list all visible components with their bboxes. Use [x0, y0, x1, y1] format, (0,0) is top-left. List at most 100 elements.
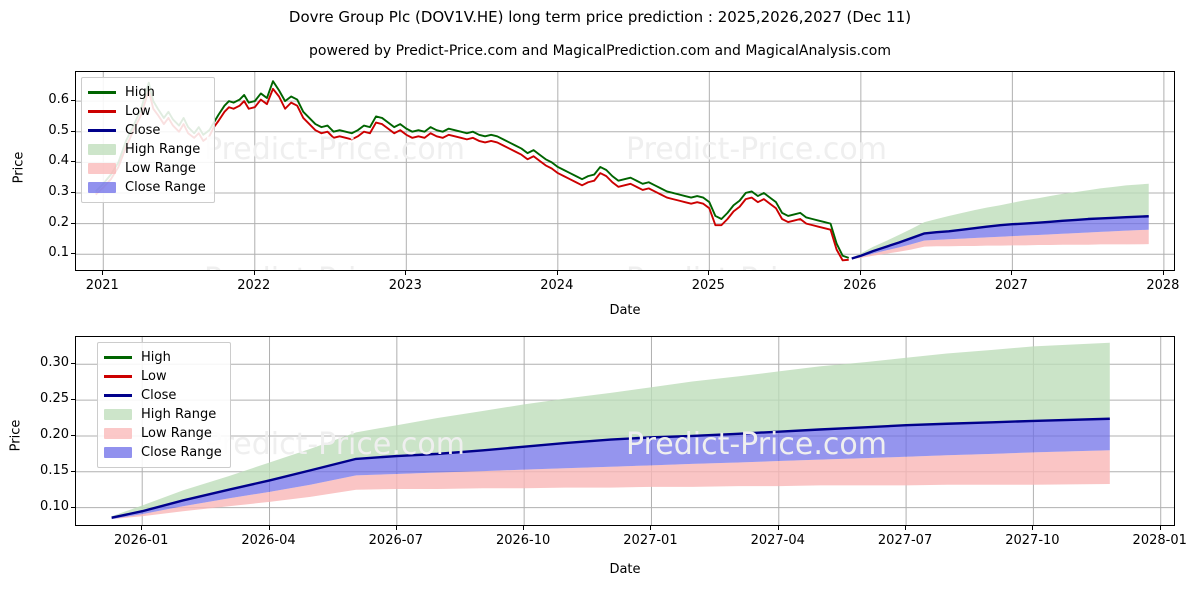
x-tick-label: 2023 [388, 278, 422, 293]
x-tick-mark [905, 526, 907, 530]
y-tick-label: 0.25 [40, 391, 69, 407]
y-tick-mark [71, 100, 75, 102]
legend-swatch-icon [88, 91, 116, 94]
forecast-plot-area: Predict-Price.com Predict-Price.com [75, 336, 1175, 526]
legend-item-label: Close Range [141, 445, 222, 460]
x-tick-mark [395, 526, 397, 530]
x-tick-mark [859, 271, 861, 275]
legend-item[interactable]: Close [88, 121, 206, 140]
x-tick-label: 2027-10 [1005, 533, 1060, 548]
legend-item[interactable]: Close Range [104, 443, 222, 462]
x-tick-mark [1159, 526, 1161, 530]
x-tick-label: 2027-07 [877, 533, 933, 548]
y-tick-mark [71, 470, 75, 472]
y-tick-label: 0.3 [48, 183, 69, 199]
x-tick-mark [1162, 271, 1164, 275]
y-tick-label: 0.2 [48, 214, 69, 230]
legend-item-label: High Range [125, 142, 201, 157]
legend-item[interactable]: Close Range [88, 178, 206, 197]
overview-x-axis-label: Date [609, 303, 641, 318]
x-tick-label: 2021 [85, 278, 119, 293]
x-tick-mark [102, 271, 104, 275]
legend-swatch-icon [104, 447, 132, 458]
legend-item[interactable]: High [88, 83, 206, 102]
x-tick-mark [1032, 526, 1034, 530]
x-tick-label: 2026-07 [368, 533, 423, 548]
legend-swatch-icon [88, 110, 116, 113]
x-tick-label: 2026-01 [114, 533, 169, 548]
x-tick-label: 2028-01 [1132, 533, 1187, 548]
legend-item-label: Low [125, 104, 151, 119]
legend-item-label: Low [141, 369, 167, 384]
forecast-legend: High Low Close High Range Low Range Close Ran… [97, 342, 231, 468]
legend-swatch-icon [104, 409, 132, 420]
x-tick-mark [777, 526, 779, 530]
legend-item[interactable]: Low Range [104, 424, 222, 443]
x-tick-mark [253, 271, 255, 275]
x-tick-label: 2027-01 [623, 533, 678, 548]
forecast-x-axis-label: Date [609, 562, 641, 577]
y-tick-label: 0.1 [48, 245, 69, 261]
legend-item-label: High Range [141, 407, 217, 422]
x-tick-mark [650, 526, 652, 530]
legend-item-label: Close Range [125, 180, 206, 195]
y-tick-mark [71, 130, 75, 132]
y-tick-mark [71, 434, 75, 436]
legend-item-label: High [141, 350, 171, 365]
x-tick-mark [405, 271, 407, 275]
y-tick-label: 0.4 [48, 153, 69, 169]
y-tick-mark [71, 399, 75, 401]
legend-item-label: Close [141, 388, 177, 403]
legend-swatch-icon [104, 375, 132, 378]
y-tick-mark [71, 222, 75, 224]
page-title: Dovre Group Plc (DOV1V.HE) long term pri… [288, 8, 912, 26]
x-tick-label: 2026-10 [495, 533, 551, 548]
legend-item[interactable]: Low [104, 367, 222, 386]
x-tick-label: 2028 [1146, 278, 1180, 293]
y-tick-label: 0.20 [40, 426, 69, 442]
y-tick-mark [71, 363, 75, 365]
legend-item-label: Low Range [125, 161, 196, 176]
legend-swatch-icon [104, 356, 132, 359]
x-tick-label: 2027-04 [750, 533, 805, 548]
y-tick-label: 0.15 [40, 462, 69, 478]
legend-item[interactable]: Low Range [88, 159, 206, 178]
legend-item[interactable]: Low [88, 102, 206, 121]
y-tick-label: 0.30 [40, 355, 69, 371]
x-tick-label: 2022 [237, 278, 271, 293]
legend-swatch-icon [88, 129, 116, 132]
legend-item-label: High [125, 85, 155, 100]
y-tick-label: 0.10 [40, 498, 69, 514]
x-tick-mark [141, 526, 143, 530]
x-tick-mark [523, 526, 525, 530]
x-tick-label: 2026 [843, 278, 877, 293]
overview-legend: High Low Close High Range Low Range Close Ran… [81, 77, 215, 203]
legend-swatch-icon [88, 144, 116, 155]
page-subtitle: powered by Predict-Price.com and Magical… [309, 43, 891, 59]
y-tick-label: 0.6 [48, 92, 69, 108]
legend-swatch-icon [88, 163, 116, 174]
legend-item[interactable]: High [104, 348, 222, 367]
x-tick-label: 2027 [994, 278, 1028, 293]
x-tick-label: 2025 [691, 278, 725, 293]
legend-item-label: Low Range [141, 426, 212, 441]
x-tick-mark [708, 271, 710, 275]
legend-item[interactable]: High Range [104, 405, 222, 424]
y-tick-mark [71, 253, 75, 255]
x-tick-label: 2026-04 [241, 533, 296, 548]
x-tick-label: 2024 [540, 278, 574, 293]
y-tick-mark [71, 161, 75, 163]
legend-item[interactable]: High Range [88, 140, 206, 159]
y-tick-label: 0.5 [48, 122, 69, 138]
legend-swatch-icon [104, 428, 132, 439]
x-tick-mark [1011, 271, 1013, 275]
legend-item[interactable]: Close [104, 386, 222, 405]
legend-swatch-icon [104, 394, 132, 397]
y-tick-mark [71, 191, 75, 193]
legend-swatch-icon [88, 182, 116, 193]
legend-item-label: Close [125, 123, 161, 138]
x-tick-mark [268, 526, 270, 530]
x-tick-mark [556, 271, 558, 275]
y-tick-mark [71, 506, 75, 508]
